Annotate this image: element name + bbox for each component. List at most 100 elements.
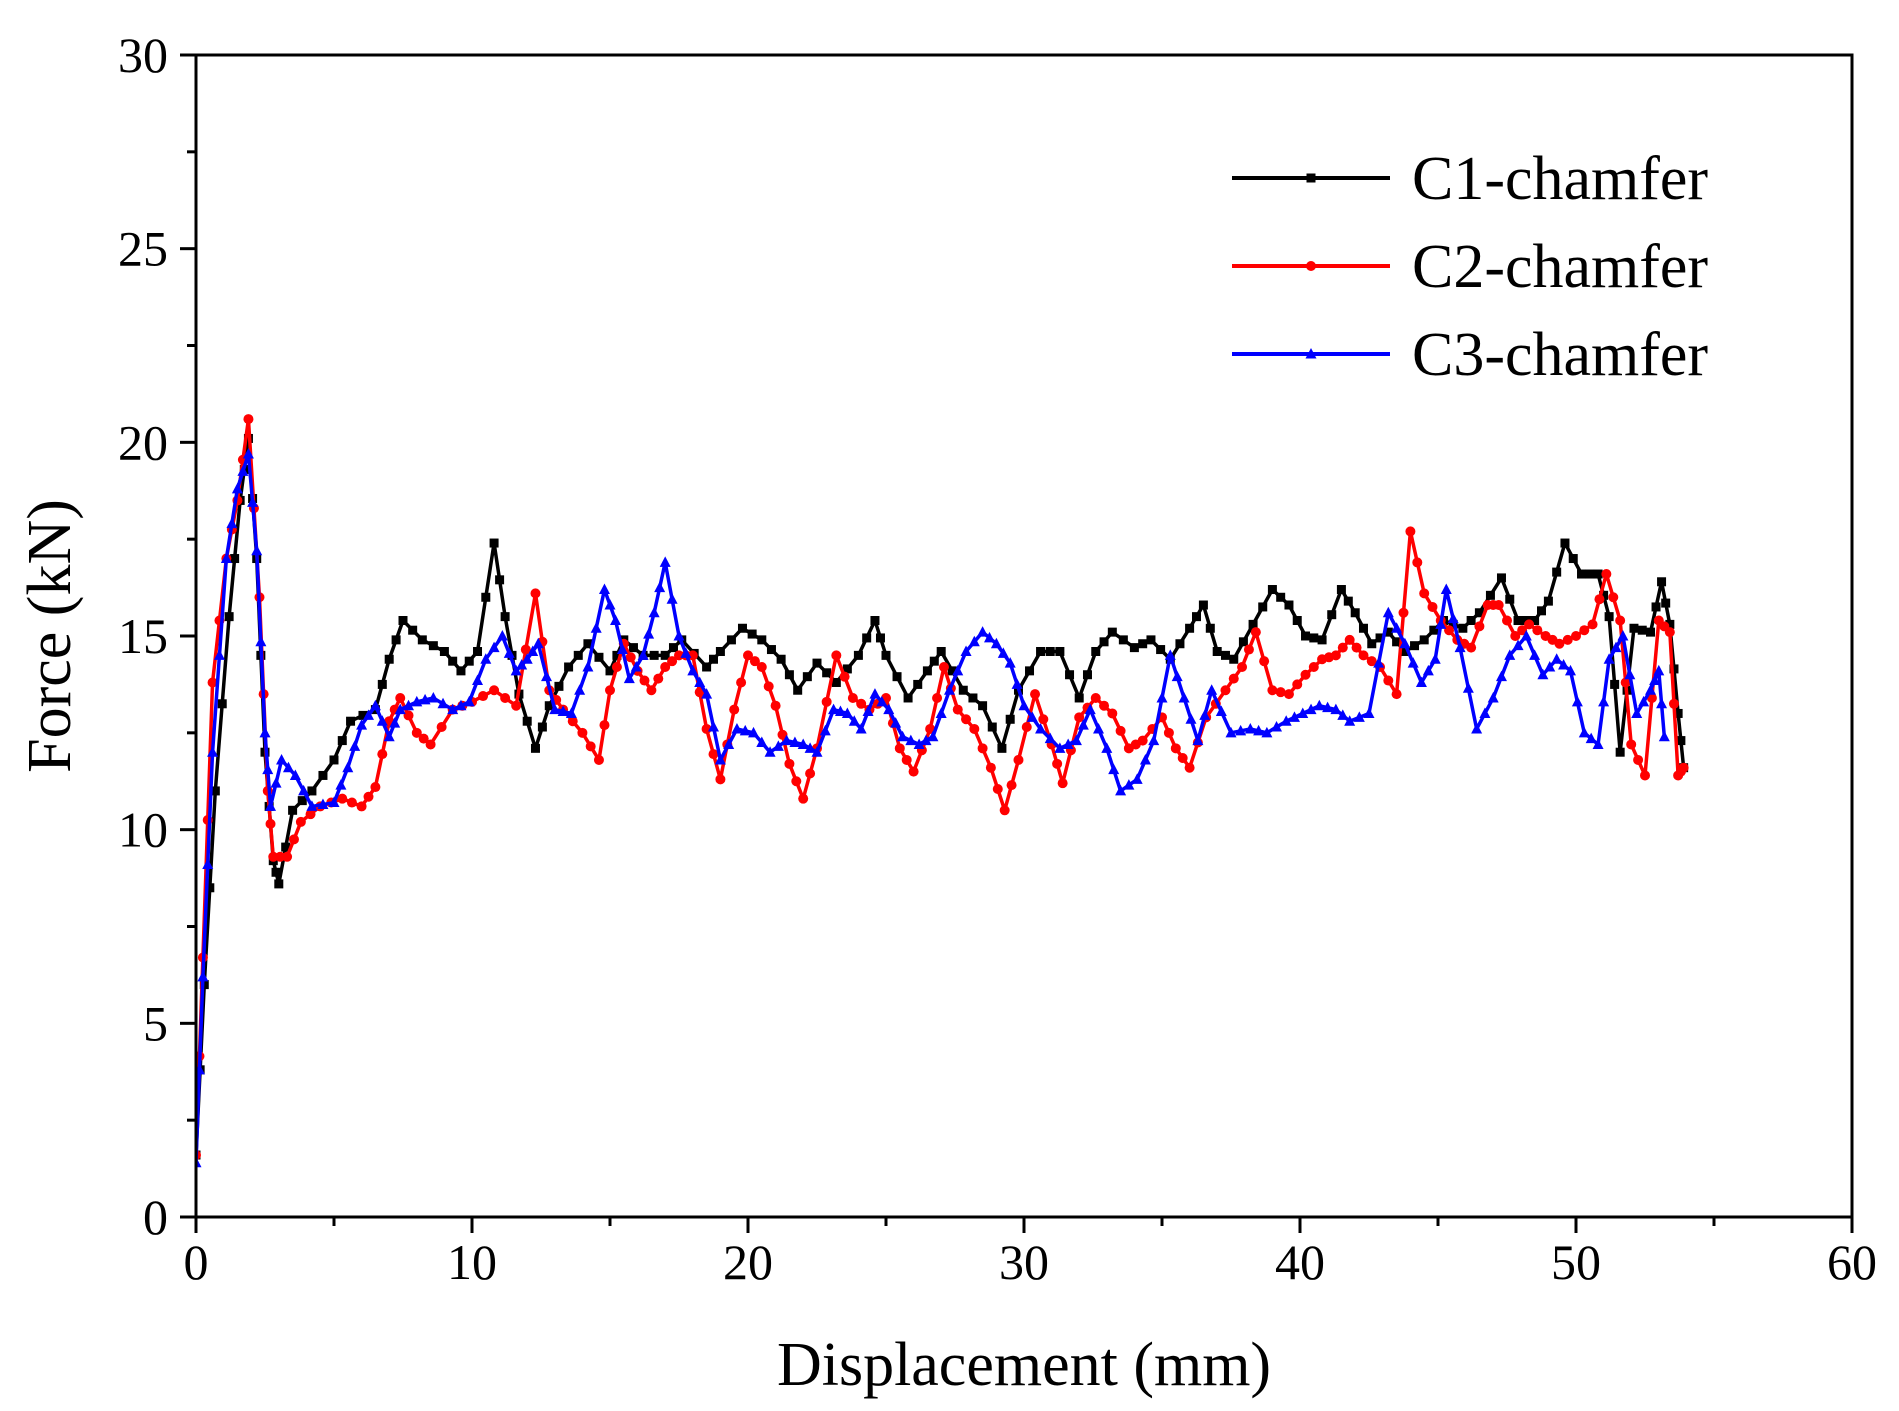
data-point-c1-chamfer: [522, 716, 532, 726]
data-point-c2-chamfer: [985, 762, 996, 773]
data-point-c1-chamfer: [1485, 590, 1495, 600]
data-point-c1-chamfer: [384, 654, 394, 664]
data-point-c3-chamfer: [1054, 742, 1066, 753]
data-point-c3-chamfer: [1471, 722, 1483, 734]
data-point-c1-chamfer: [1229, 654, 1239, 664]
data-point-c3-chamfer: [1215, 705, 1227, 717]
data-point-c2-chamfer: [1615, 615, 1626, 626]
legend-item-c1-chamfer: C1-chamfer: [1232, 145, 1708, 213]
data-point-c3-chamfer: [1261, 726, 1273, 738]
data-point-c2-chamfer: [377, 749, 388, 760]
data-point-c1-chamfer: [892, 672, 902, 682]
data-point-c1-chamfer: [489, 538, 499, 548]
data-point-c1-chamfer: [1466, 616, 1476, 626]
data-point-c3-chamfer: [1529, 649, 1541, 660]
data-point-c3-chamfer: [1018, 699, 1030, 711]
data-point-c3-chamfer: [437, 697, 449, 709]
data-point-c3-chamfer: [708, 721, 719, 732]
data-point-c3-chamfer: [202, 858, 214, 870]
data-point-c1-chamfer: [913, 679, 923, 689]
data-point-c1-chamfer: [281, 842, 291, 852]
data-point-c1-chamfer: [978, 701, 988, 711]
data-point-c2-chamfer: [1038, 714, 1049, 725]
data-point-c1-chamfer: [205, 883, 215, 893]
data-point-c1-chamfer: [1651, 602, 1661, 612]
data-point-c3-chamfer: [797, 738, 809, 749]
data-point-c3-chamfer: [1656, 697, 1668, 709]
data-point-c3-chamfer: [1322, 701, 1334, 713]
data-point-c3-chamfer: [1062, 738, 1074, 749]
data-point-c3-chamfer: [1479, 707, 1491, 718]
data-point-c3-chamfer: [1603, 653, 1615, 664]
series-layer: [196, 414, 1689, 1168]
legend: C1-chamfer C2-chamfer C3-chamfer: [1232, 145, 1708, 389]
data-point-c1-chamfer: [1676, 736, 1686, 746]
data-point-c3-chamfer: [876, 695, 888, 707]
data-point-c3-chamfer: [207, 746, 219, 757]
data-point-c1-chamfer: [1530, 616, 1540, 626]
data-point-c1-chamfer: [1267, 585, 1277, 595]
data-point-c3-chamfer: [1164, 649, 1176, 660]
data-point-c2-chamfer: [715, 774, 726, 785]
data-point-c3-chamfer: [648, 606, 660, 618]
data-point-c2-chamfer: [831, 650, 842, 661]
data-point-c3-chamfer: [616, 643, 628, 655]
data-point-c3-chamfer: [1610, 641, 1622, 653]
data-point-c2-chamfer: [969, 723, 980, 734]
data-point-c3-chamfer: [1658, 730, 1670, 742]
data-point-c2-chamfer: [749, 656, 760, 667]
data-point-c3-chamfer: [1139, 753, 1151, 765]
data-point-c1-chamfer: [1585, 569, 1595, 579]
data-point-c1-chamfer: [766, 645, 776, 655]
data-point-c3-chamfer: [1407, 657, 1419, 668]
data-point-c1-chamfer: [377, 679, 387, 689]
data-point-c1-chamfer: [1637, 625, 1647, 635]
data-point-c1-chamfer: [1343, 596, 1353, 606]
data-point-c3-chamfer: [789, 736, 801, 748]
data-point-c3-chamfer: [1035, 722, 1047, 734]
legend-label-c2-chamfer: C2-chamfer: [1412, 233, 1708, 301]
legend-item-c3-chamfer: C3-chamfer: [1232, 321, 1708, 389]
data-point-c1-chamfer: [881, 650, 891, 660]
data-point-c1-chamfer: [583, 639, 593, 649]
data-point-c3-chamfer: [984, 631, 995, 643]
y-tick-label: 15: [118, 608, 168, 664]
data-point-c1-chamfer: [1205, 623, 1215, 633]
data-point-c3-chamfer: [582, 660, 594, 672]
y-tick-label: 30: [118, 27, 168, 83]
data-point-c3-chamfer: [488, 641, 500, 653]
data-point-c2-chamfer: [1587, 619, 1598, 630]
data-point-c2-chamfer: [1579, 625, 1590, 636]
data-point-c3-chamfer: [772, 740, 784, 751]
data-point-c3-chamfer: [1297, 707, 1309, 718]
data-point-c1-chamfer: [1212, 646, 1222, 656]
data-point-c2-chamfer: [1170, 743, 1181, 754]
data-point-c1-chamfer: [903, 693, 913, 703]
data-point-c3-chamfer: [237, 465, 249, 476]
data-point-c2-chamfer: [1074, 712, 1085, 723]
data-point-c3-chamfer: [1598, 695, 1610, 707]
data-point-c2-chamfer: [1405, 526, 1416, 537]
data-point-c1-chamfer: [1276, 592, 1286, 602]
data-point-c1-chamfer: [776, 654, 786, 664]
data-point-c3-chamfer: [242, 447, 254, 459]
data-point-c1-chamfer: [747, 629, 757, 639]
data-point-c3-chamfer: [598, 583, 610, 595]
data-point-c1-chamfer: [958, 685, 968, 695]
data-point-c3-chamfer: [527, 645, 539, 656]
data-point-c3-chamfer: [680, 647, 692, 658]
data-point-c2-chamfer: [1678, 762, 1689, 773]
data-point-c1-chamfer: [1599, 590, 1609, 600]
data-point-c1-chamfer: [1665, 619, 1675, 629]
data-point-c2-chamfer: [1524, 619, 1535, 630]
data-point-c3-chamfer: [1564, 664, 1576, 676]
data-point-c3-chamfer: [1156, 691, 1168, 703]
data-point-c3-chamfer: [574, 684, 586, 695]
data-point-c1-chamfer: [1419, 635, 1429, 645]
data-point-c1-chamfer: [481, 592, 491, 602]
data-point-c2-chamfer: [856, 698, 867, 709]
data-point-c3-chamfer: [282, 761, 294, 773]
data-point-c1-chamfer: [1185, 623, 1195, 633]
data-point-c3-chamfer: [262, 763, 274, 775]
data-point-c2-chamfer: [791, 776, 802, 787]
